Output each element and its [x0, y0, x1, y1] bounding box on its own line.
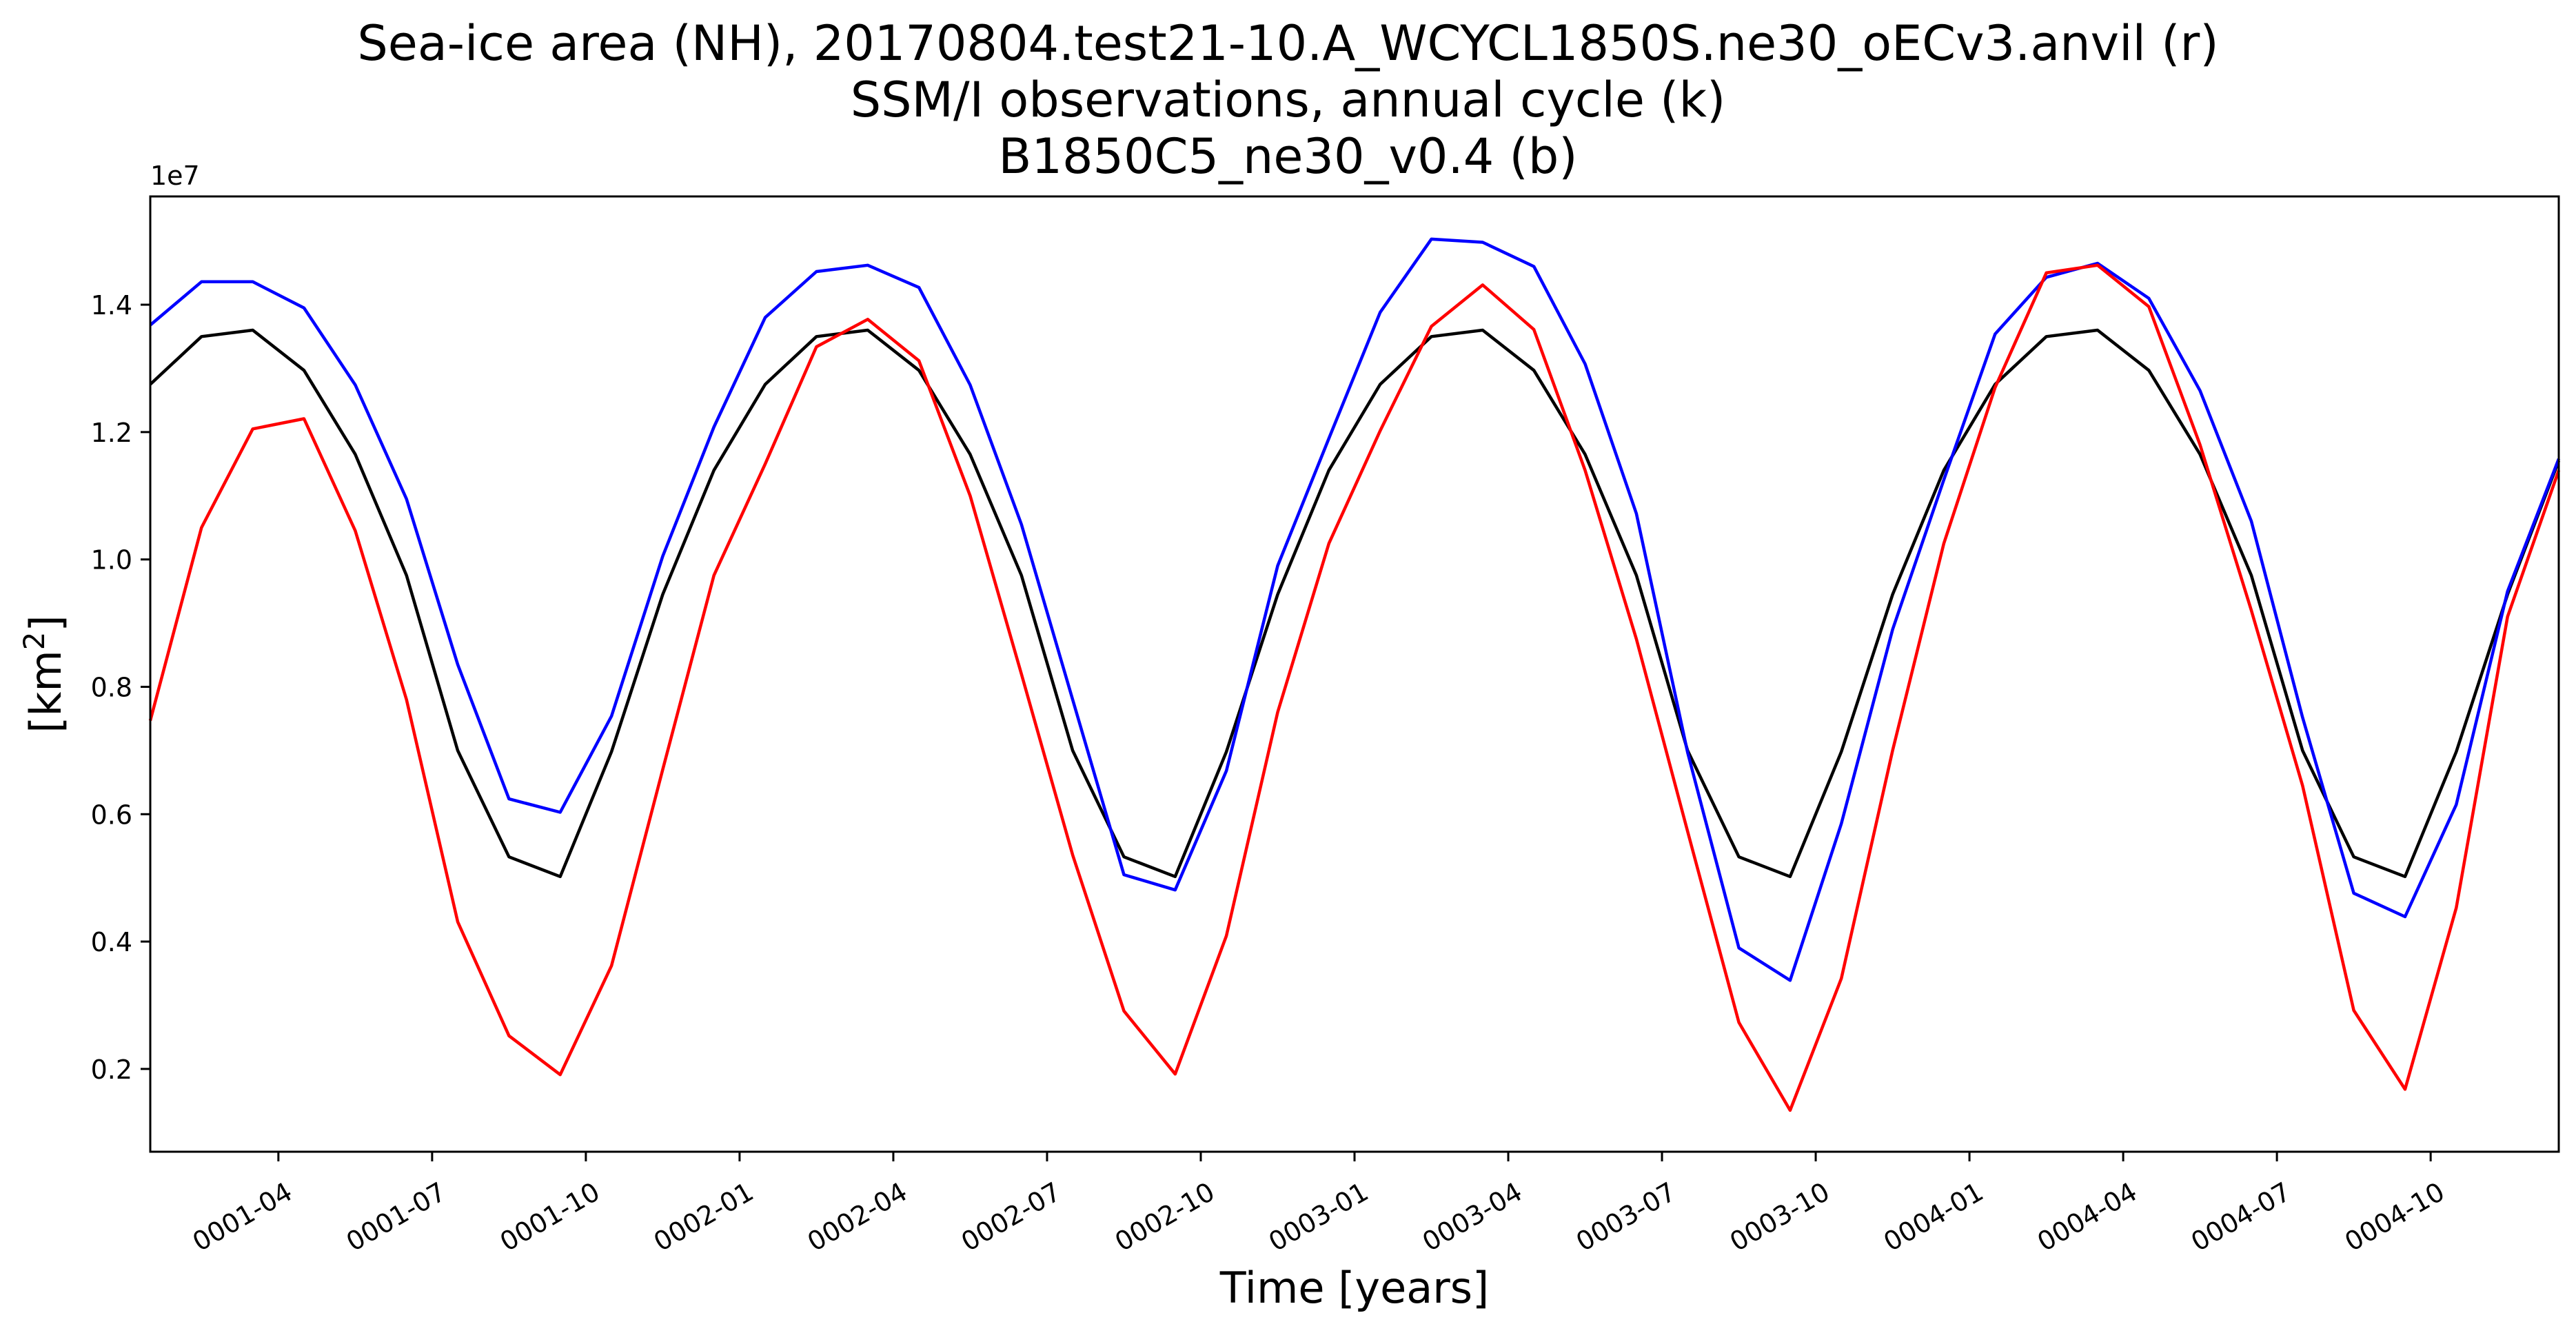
chart-title-line-3: B1850C5_ne30_v0.4 (b)	[998, 128, 1578, 185]
x-tick-label: 0004-01	[1878, 1177, 1989, 1257]
chart-title-line-1: Sea-ice area (NH), 20170804.test21-10.A_…	[357, 15, 2219, 72]
series-line-r	[148, 263, 2561, 1112]
x-tick-label: 0001-04	[187, 1177, 298, 1257]
chart-title-line-2: SSM/I observations, annual cycle (k)	[850, 72, 1726, 128]
y-tick-label: 1.0	[91, 545, 132, 576]
x-tick-label: 0003-04	[1417, 1177, 1528, 1257]
x-axis-label: Time [years]	[1219, 1263, 1489, 1313]
y-offset-label: 1e7	[150, 161, 200, 191]
x-tick-label: 0002-04	[802, 1177, 913, 1257]
x-tick-label: 0003-10	[1725, 1177, 1835, 1257]
y-tick-label: 1.2	[91, 418, 132, 448]
x-tick-label: 0001-07	[341, 1177, 452, 1257]
y-tick-label: 1.4	[91, 290, 132, 320]
y-axis-label-sup: 2	[17, 631, 51, 650]
series-line-obs	[149, 328, 2561, 879]
x-tick-label: 0003-01	[1264, 1177, 1374, 1257]
x-tick-label: 0003-07	[1571, 1177, 1681, 1257]
x-tick-label: 0002-01	[649, 1177, 759, 1257]
y-axis-label: [km2]	[17, 615, 71, 733]
x-tick-label: 0004-07	[2186, 1177, 2296, 1257]
x-tick-label: 0004-10	[2340, 1177, 2450, 1257]
y-tick-label: 0.8	[91, 672, 132, 702]
y-tick-label: 0.6	[91, 800, 132, 830]
y-tick-label: 0.4	[91, 927, 132, 957]
x-tick-label: 0001-10	[495, 1177, 605, 1257]
series-layer	[148, 237, 2561, 1112]
y-tick-label: 0.2	[91, 1055, 132, 1085]
x-tick-label: 0002-10	[1110, 1177, 1220, 1257]
x-tick-label: 0002-07	[956, 1177, 1066, 1257]
x-tick-label: 0004-04	[2032, 1177, 2142, 1257]
plot-frame	[149, 195, 2560, 1153]
axes-layer: 0.2 0.4 0.6 0.8 1.0 1.2 1.4 0001-04 0001-07 0001-…	[91, 290, 2450, 1257]
series-line-b	[149, 237, 2561, 982]
y-axis-label-main: [km	[21, 650, 71, 733]
y-axis-label-end: ]	[21, 615, 71, 631]
